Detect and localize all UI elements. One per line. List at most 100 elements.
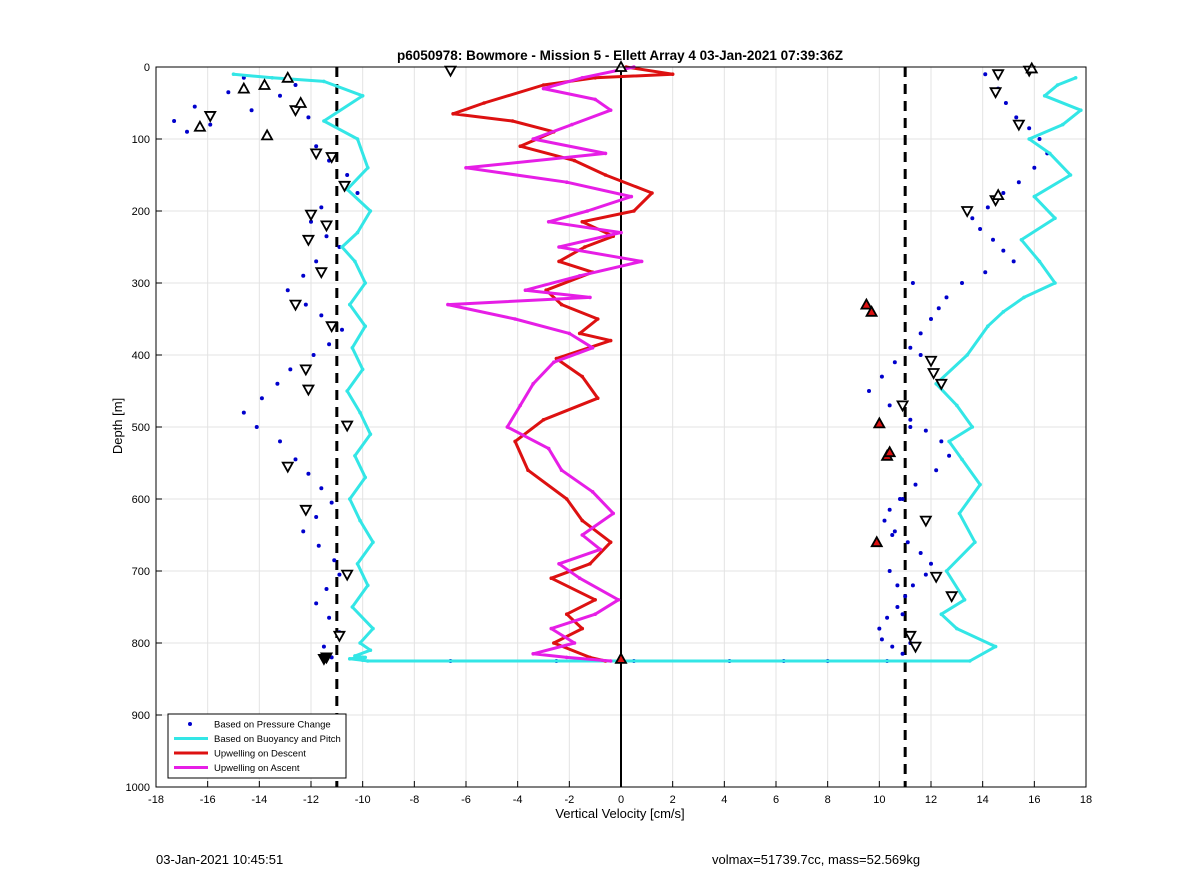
pressure-point bbox=[314, 144, 319, 149]
pressure-point bbox=[939, 439, 944, 444]
pressure-point bbox=[923, 572, 928, 577]
x-tick-label: 10 bbox=[873, 794, 885, 806]
up-triangle-marker bbox=[257, 78, 272, 90]
x-tick-label: 16 bbox=[1028, 794, 1040, 806]
x-tick-label: 18 bbox=[1080, 794, 1092, 806]
pressure-point bbox=[887, 403, 892, 408]
x-tick-label: -4 bbox=[513, 794, 523, 806]
series-point bbox=[580, 518, 585, 523]
y-tick-label: 1000 bbox=[126, 782, 150, 794]
pressure-point bbox=[867, 389, 871, 393]
down-triangle-marker bbox=[1012, 119, 1026, 132]
series-point bbox=[593, 76, 597, 80]
series-point bbox=[1068, 173, 1073, 177]
pressure-point bbox=[929, 561, 933, 566]
pressure-point bbox=[1014, 115, 1019, 120]
pressure-point bbox=[249, 108, 254, 113]
series-point bbox=[355, 230, 360, 235]
pressure-point bbox=[900, 651, 905, 656]
pressure-point bbox=[1032, 165, 1037, 170]
series-point bbox=[557, 259, 561, 264]
series-point bbox=[590, 346, 595, 350]
pressure-point bbox=[879, 637, 884, 642]
pressure-point bbox=[319, 486, 324, 491]
series-point bbox=[347, 657, 352, 661]
series-based-on-buoyancy-and-pitch bbox=[231, 72, 1083, 663]
series-point bbox=[505, 425, 510, 429]
down-triangle-marker bbox=[919, 515, 933, 528]
y-tick-label: 100 bbox=[132, 134, 150, 146]
series-point bbox=[650, 191, 654, 195]
series-point bbox=[541, 86, 546, 91]
pressure-point bbox=[324, 234, 329, 239]
series-point bbox=[360, 658, 365, 663]
series-point bbox=[340, 245, 344, 249]
series-point bbox=[1022, 295, 1026, 300]
red-triangle-marker bbox=[872, 416, 886, 429]
series-point bbox=[580, 533, 585, 537]
down-triangle-marker bbox=[299, 364, 313, 377]
series-point bbox=[577, 274, 582, 278]
series-point bbox=[1053, 216, 1057, 220]
series-layer bbox=[172, 65, 1083, 663]
series-point bbox=[564, 497, 569, 501]
pressure-point bbox=[355, 191, 360, 195]
pressure-point bbox=[301, 273, 306, 278]
up-triangle-marker bbox=[281, 70, 295, 83]
pressure-point bbox=[908, 417, 913, 422]
pressure-point bbox=[1001, 191, 1006, 195]
pressure-point bbox=[970, 216, 975, 221]
up-triangle-marker bbox=[193, 119, 207, 132]
series-point bbox=[366, 583, 370, 588]
legend-label: Upwelling on Descent bbox=[214, 749, 306, 760]
series-point bbox=[608, 659, 613, 663]
series-point bbox=[611, 511, 616, 516]
series-point bbox=[986, 324, 990, 329]
series-point bbox=[595, 317, 600, 321]
axis-ticks: -18 -16 -14 -12 -10 -8 -6 -4 -2 0 2 4 6 8 10 12 14 16 18 0 1… bbox=[126, 62, 1093, 806]
down-triangle-marker bbox=[991, 69, 1005, 82]
series-point bbox=[1001, 310, 1006, 314]
down-triangle-marker bbox=[929, 571, 943, 584]
series-point bbox=[603, 173, 608, 177]
pressure-point bbox=[293, 83, 298, 87]
x-tick-label: 6 bbox=[773, 794, 779, 806]
down-triangle-marker bbox=[908, 641, 923, 654]
pressure-point bbox=[892, 529, 897, 534]
x-tick-label: -8 bbox=[409, 794, 419, 806]
series-point bbox=[549, 576, 554, 580]
series-point bbox=[939, 612, 944, 616]
red-triangle-marker bbox=[865, 304, 879, 317]
pressure-point bbox=[978, 227, 983, 231]
pressure-point bbox=[887, 569, 892, 573]
down-triangle-marker bbox=[281, 461, 295, 474]
up-triangle-marker bbox=[294, 96, 308, 108]
pressure-point bbox=[314, 259, 319, 264]
series-point bbox=[593, 97, 597, 102]
legend-swatch bbox=[188, 722, 192, 726]
red-triangle-marker bbox=[859, 297, 873, 310]
pressure-point bbox=[254, 425, 259, 429]
series-point bbox=[608, 108, 613, 112]
series-point bbox=[360, 367, 365, 372]
pressure-point bbox=[345, 173, 350, 177]
series-point bbox=[1019, 238, 1024, 242]
series-point bbox=[350, 605, 355, 609]
red-triangle-marker bbox=[883, 445, 897, 458]
pressure-point bbox=[241, 75, 246, 80]
up-triangle-marker bbox=[237, 81, 251, 94]
x-tick-label: 8 bbox=[825, 794, 831, 806]
series-point bbox=[559, 302, 564, 307]
down-triangle-marker bbox=[340, 420, 354, 433]
series-point bbox=[967, 659, 972, 663]
series-point bbox=[973, 540, 977, 544]
x-tick-label: -10 bbox=[355, 794, 371, 806]
series-point bbox=[446, 302, 450, 307]
x-tick-label: 14 bbox=[977, 794, 989, 806]
series-point bbox=[363, 655, 368, 660]
down-triangle-marker bbox=[304, 209, 318, 222]
filled-triangle-marker bbox=[317, 653, 331, 666]
pressure-point bbox=[892, 360, 897, 365]
series-point bbox=[580, 374, 585, 379]
down-triangle-marker bbox=[934, 378, 948, 391]
